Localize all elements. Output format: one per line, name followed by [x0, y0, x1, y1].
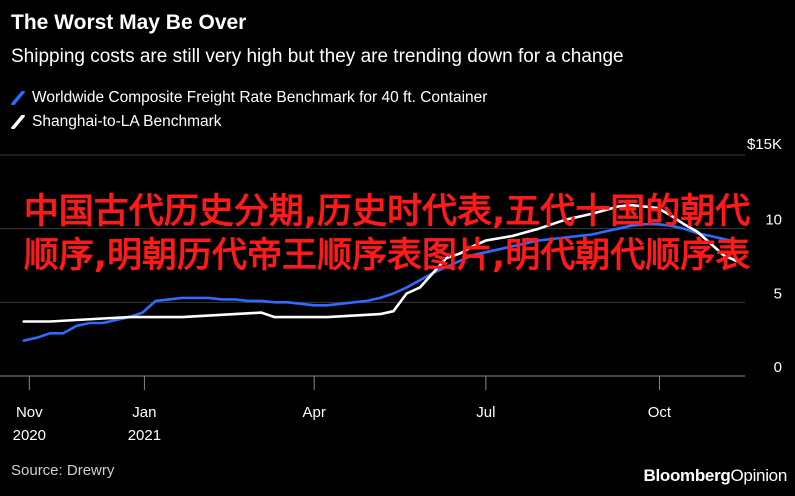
y-tick-label: $15K	[747, 136, 782, 153]
brand-name: Bloomberg	[643, 466, 731, 485]
x-tick-label: Nov	[16, 404, 43, 421]
x-tick-label: Oct	[648, 404, 672, 421]
series-line-worldwide	[22, 222, 739, 342]
legend-label-shanghai-la: Shanghai-to-LA Benchmark	[32, 113, 222, 130]
x-tick-sublabel: 2020	[13, 427, 46, 444]
x-tick-sublabel: 2021	[128, 427, 161, 444]
y-tick-label: 10	[765, 212, 782, 229]
legend-item-worldwide: Worldwide Composite Freight Rate Benchma…	[11, 89, 487, 107]
legend-label-worldwide: Worldwide Composite Freight Rate Benchma…	[32, 89, 488, 106]
overlay-watermark-text: 中国古代历史分期,历史时代表,五代十国的朝代顺序,明朝历代帝王顺序表图片,明代朝…	[23, 192, 751, 276]
x-tick-label: Apr	[303, 404, 326, 421]
white-slash-swatch-icon	[11, 115, 25, 129]
brand-suffix: Opinion	[730, 466, 788, 485]
x-tick-label: Jan	[132, 404, 156, 421]
series-line-shanghai-la	[22, 203, 739, 323]
x-tick-label: Jul	[476, 404, 495, 421]
chart-subtitle: Shipping costs are still very high but t…	[11, 46, 624, 67]
y-tick-label: 5	[774, 285, 782, 302]
blue-slash-swatch-icon	[11, 91, 25, 105]
source-note: Source: Drewry	[11, 462, 115, 479]
legend-item-shanghai-la: Shanghai-to-LA Benchmark	[11, 113, 222, 131]
y-tick-label: 0	[774, 359, 782, 376]
chart-title: The Worst May Be Over	[11, 11, 247, 34]
brand-logo: BloombergOpinion	[643, 466, 787, 486]
